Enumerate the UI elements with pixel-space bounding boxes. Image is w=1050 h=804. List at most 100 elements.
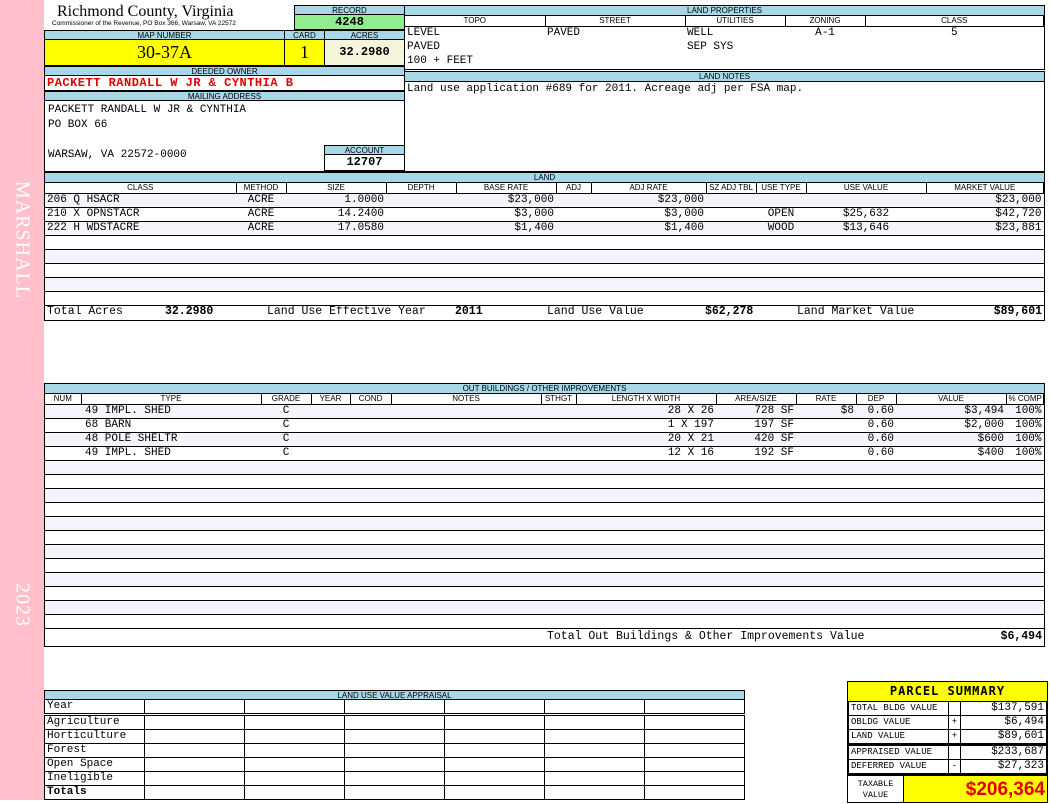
- year-label: Year: [44, 700, 145, 716]
- summary-sign: -: [948, 759, 961, 774]
- table-cell: [391, 586, 541, 601]
- table-cell: [236, 277, 286, 292]
- table-cell: [261, 544, 311, 559]
- taxable-row: TAXABLE VALUE $206,364: [848, 774, 1047, 802]
- table-cell: [311, 460, 350, 475]
- empty-row: [45, 572, 1044, 587]
- table-cell: [261, 488, 311, 503]
- table-cell: [856, 586, 896, 601]
- outbuildings-total-value: $6,494: [1000, 630, 1042, 643]
- table-cell: [796, 572, 856, 587]
- column-header: TYPE: [81, 394, 262, 405]
- table-cell: 1.0000: [286, 193, 386, 208]
- table-cell: [716, 474, 796, 489]
- table-cell: [541, 474, 576, 489]
- table-cell: [716, 558, 796, 573]
- empty-row: [45, 544, 1044, 559]
- appraisal-cell: [244, 757, 345, 772]
- acres-value: 32.2980: [324, 39, 405, 66]
- column-header: SIZE: [286, 183, 387, 194]
- table-row: 100 + FEET: [405, 54, 1044, 68]
- table-cell: LEVEL: [407, 26, 441, 39]
- table-cell: [45, 446, 81, 461]
- table-cell: [706, 291, 756, 306]
- table-cell: [856, 614, 896, 629]
- column-header: DEP: [856, 394, 897, 405]
- table-cell: A-1: [815, 26, 835, 39]
- table-cell: [926, 249, 1044, 264]
- appraisal-label: Totals: [44, 785, 145, 800]
- table-cell: [706, 249, 756, 264]
- summary-row: OBLDG VALUE + $6,494: [848, 715, 1047, 730]
- table-cell: PAVED: [547, 26, 581, 39]
- outbuildings-section: OUT BUILDINGS / OTHER IMPROVEMENTS NUM TY…: [44, 383, 1045, 647]
- table-cell: [350, 488, 391, 503]
- table-cell: [896, 544, 1006, 559]
- table-cell: [1006, 586, 1044, 601]
- appraisal-cell: [244, 771, 345, 786]
- table-row: 222 H WDSTACRE ACRE 17.0580 $1,400 $1,400 WOO…: [45, 221, 1044, 236]
- table-cell: [81, 614, 261, 629]
- table-cell: [856, 600, 896, 615]
- table-cell: [716, 600, 796, 615]
- table-cell: [350, 544, 391, 559]
- table-cell: [45, 418, 81, 433]
- table-cell: [541, 446, 576, 461]
- table-cell: [391, 446, 541, 461]
- table-cell: [350, 432, 391, 447]
- empty-row: [45, 558, 1044, 573]
- table-cell: [576, 516, 716, 531]
- table-cell: [391, 460, 541, 475]
- empty-row: [45, 235, 1044, 250]
- appraisal-row: Forest: [44, 743, 745, 758]
- table-cell: [311, 544, 350, 559]
- table-cell: [541, 460, 576, 475]
- table-cell: [685, 54, 785, 68]
- table-cell: [865, 40, 1044, 54]
- summary-label: DEFERRED VALUE: [848, 759, 949, 774]
- address-line: WARSAW, VA 22572-0000: [48, 149, 187, 161]
- empty-row: [45, 249, 1044, 264]
- table-cell: 0.60: [856, 446, 896, 461]
- column-header: AREA/SIZE: [716, 394, 797, 405]
- column-header: CLASS: [865, 16, 1044, 27]
- table-cell: [81, 600, 261, 615]
- table-cell: [541, 600, 576, 615]
- column-header: SZ ADJ TBL: [706, 183, 757, 194]
- taxable-label: TAXABLE VALUE: [848, 776, 904, 802]
- table-cell: [386, 277, 456, 292]
- land-notes-text: Land use application #689 for 2011. Acre…: [407, 83, 804, 95]
- table-cell: [796, 488, 856, 503]
- table-cell: $1,400: [591, 221, 706, 236]
- summary-value: $6,494: [960, 715, 1047, 730]
- empty-row: [45, 291, 1044, 306]
- table-cell: [81, 530, 261, 545]
- table-cell: [796, 614, 856, 629]
- table-cell: [261, 600, 311, 615]
- column-header: TOPO: [405, 16, 546, 27]
- column-header-row: CLASS METHOD SIZE DEPTH BASE RATE ADJ ADJ RATE…: [45, 183, 1044, 194]
- summary-label: LAND VALUE: [848, 729, 949, 745]
- table-cell: [541, 586, 576, 601]
- table-cell: [350, 558, 391, 573]
- appraisal-cell: [344, 743, 445, 758]
- table-cell: [45, 249, 236, 264]
- table-cell: [716, 460, 796, 475]
- land-use-year-label: Land Use Effective Year: [267, 305, 426, 318]
- table-cell: [311, 614, 350, 629]
- table-row: 210 X OPNSTACR ACRE 14.2400 $3,000 $3,000 OPE…: [45, 207, 1044, 222]
- column-header: STHGT: [541, 394, 577, 405]
- owner-section: DEEDED OWNER PACKETT RANDALL W JR & CYNT…: [44, 66, 405, 172]
- table-cell: [716, 516, 796, 531]
- table-cell: [311, 530, 350, 545]
- table-cell: [386, 221, 456, 236]
- appraisal-cell: [244, 729, 345, 744]
- taxable-value: $206,364: [904, 776, 1047, 802]
- table-cell: [896, 502, 1006, 517]
- table-cell: [45, 558, 81, 573]
- deeded-owner-value: PACKETT RANDALL W JR & CYNTHIA B: [44, 76, 405, 91]
- column-header: % COMP: [1006, 394, 1044, 405]
- appraisal-cell: [544, 743, 645, 758]
- table-cell: [896, 460, 1006, 475]
- table-row: PAVED SEP SYS: [405, 40, 1044, 54]
